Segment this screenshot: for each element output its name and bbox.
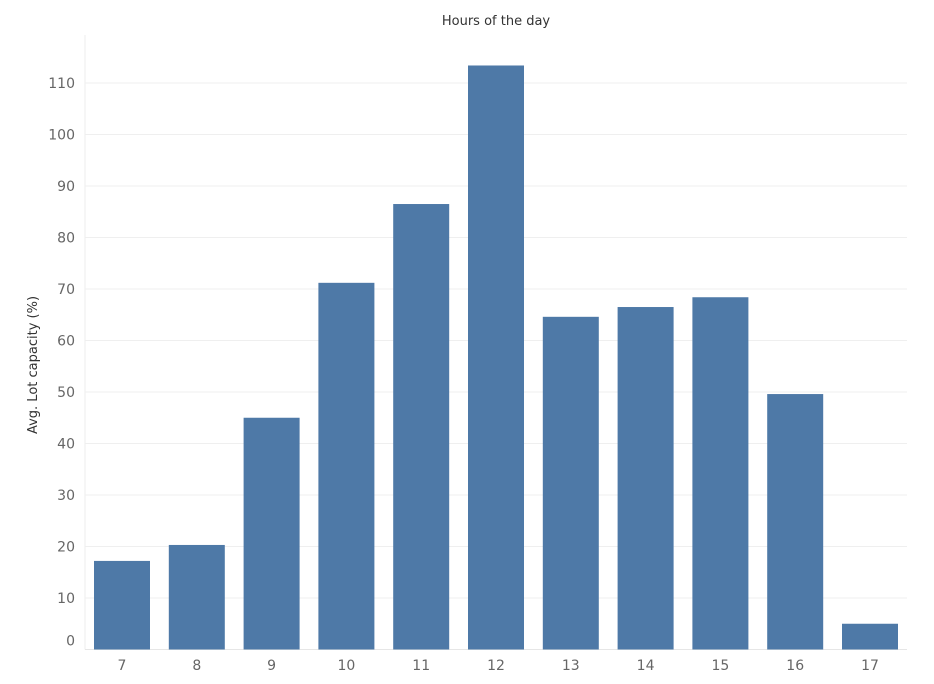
- bar-7: [94, 560, 150, 650]
- y-tick-label: 50: [57, 385, 75, 401]
- x-tick-label: 8: [192, 658, 201, 674]
- x-tick-label: 9: [267, 658, 276, 674]
- y-tick-label: 90: [57, 179, 75, 195]
- y-tick-label: 70: [57, 282, 75, 298]
- chart-title: Hours of the day: [442, 14, 551, 29]
- y-tick-label: 100: [48, 128, 75, 144]
- bar-9: [243, 417, 300, 650]
- x-tick-label: 15: [711, 658, 729, 674]
- y-tick-label: 60: [57, 334, 75, 350]
- x-tick-label: 14: [637, 658, 655, 674]
- x-tick-label: 12: [487, 658, 505, 674]
- bar-12: [468, 65, 524, 650]
- y-tick-label: 80: [57, 231, 75, 247]
- bar-13: [542, 316, 599, 650]
- x-tick-label: 11: [412, 658, 430, 674]
- bar-14: [617, 307, 674, 650]
- bar-15: [692, 297, 749, 650]
- y-tick-label: 20: [57, 540, 75, 556]
- y-axis-label: Avg. Lot capacity (%): [26, 296, 41, 434]
- bar-17: [842, 623, 898, 650]
- bar-16: [767, 394, 824, 650]
- bar-10: [318, 282, 375, 650]
- x-tick-label: 17: [861, 658, 879, 674]
- y-tick-label: 40: [57, 437, 75, 453]
- x-tick-label: 7: [118, 658, 127, 674]
- bar-8: [168, 544, 225, 650]
- bar-11: [393, 204, 450, 650]
- y-tick-label: 110: [48, 76, 75, 92]
- x-tick-label: 16: [786, 658, 804, 674]
- x-tick-label: 10: [337, 658, 355, 674]
- y-tick-label: 10: [57, 591, 75, 607]
- x-tick-label: 13: [562, 658, 580, 674]
- y-tick-label: 30: [57, 488, 75, 504]
- y-tick-label: 0: [66, 634, 75, 650]
